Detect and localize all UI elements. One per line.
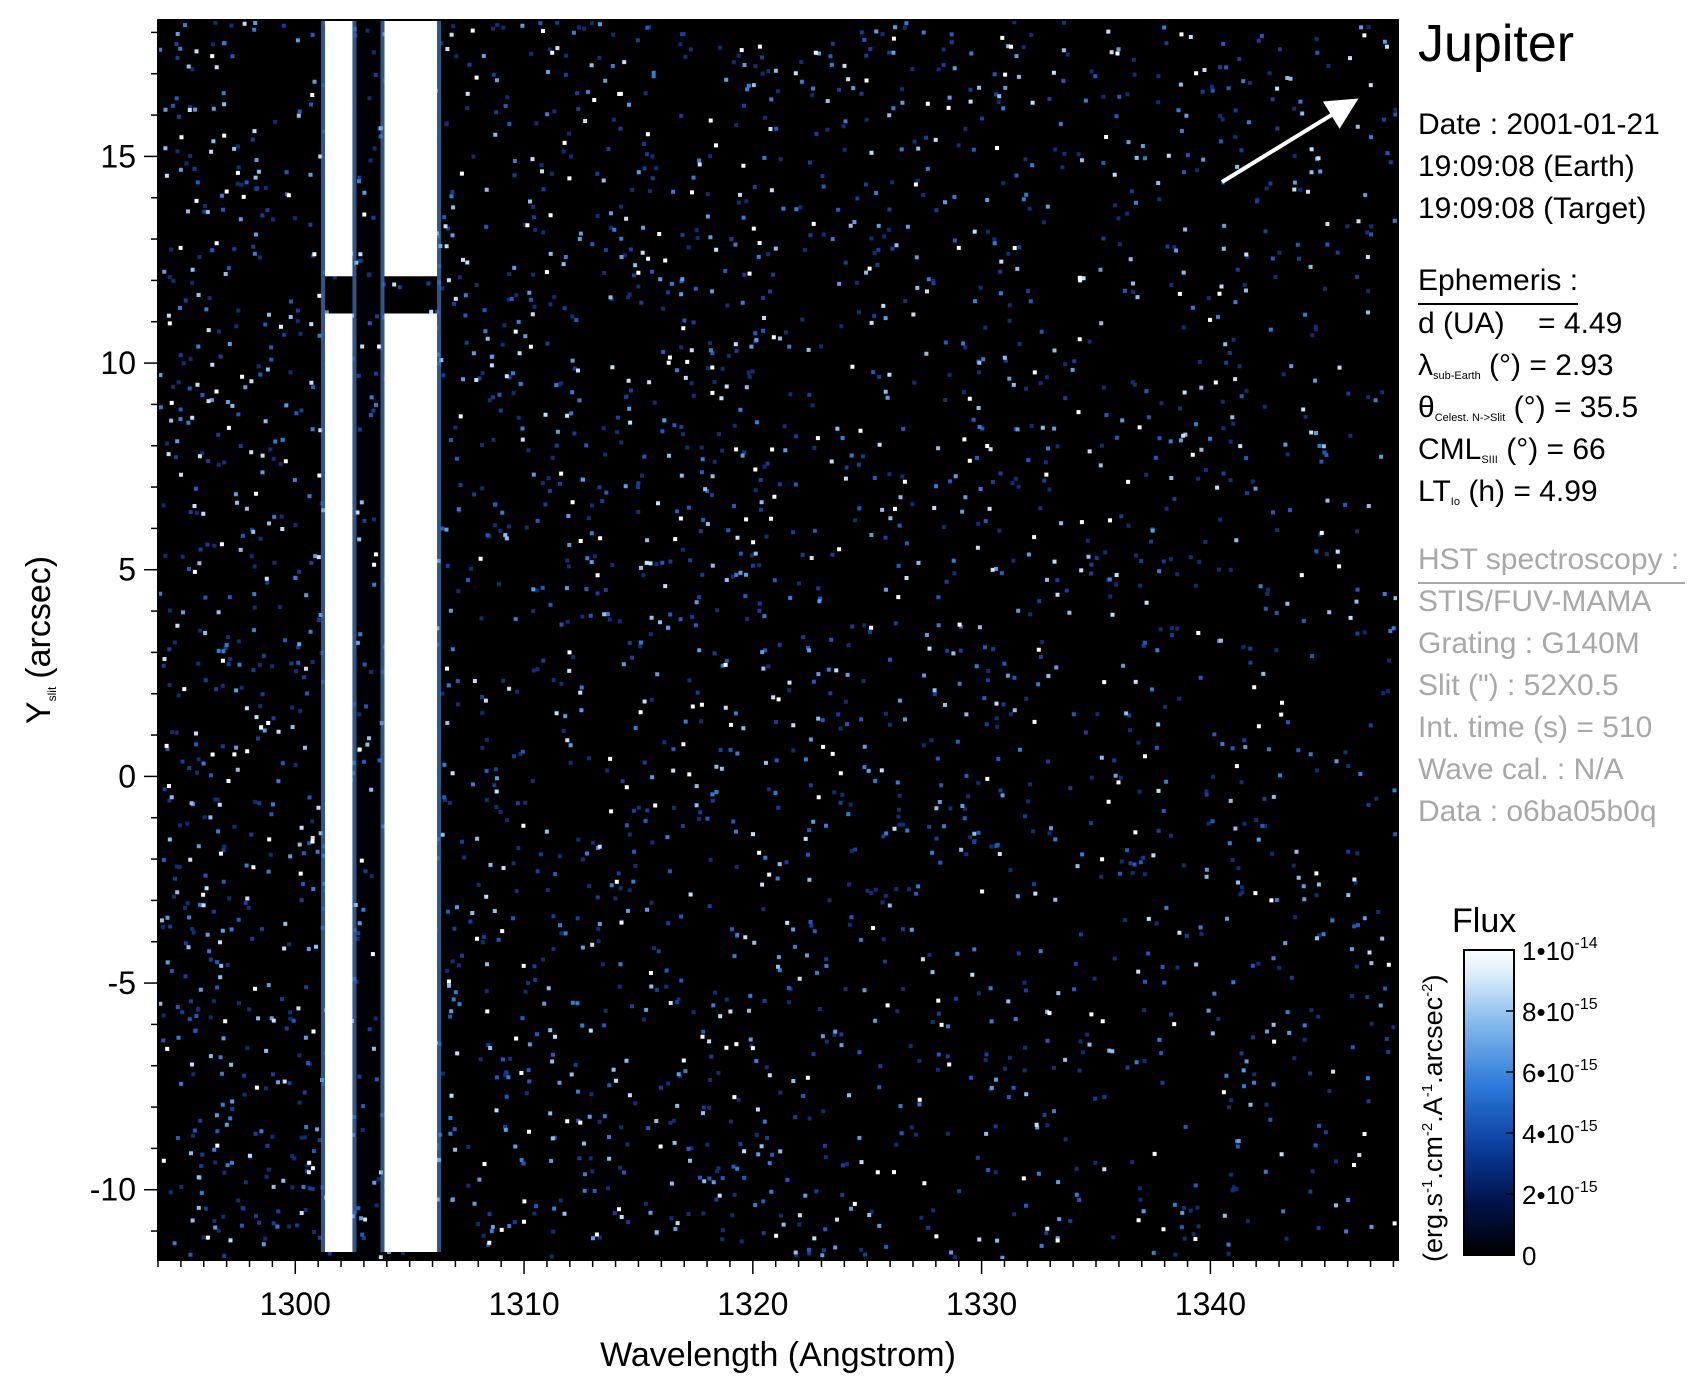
distance-row: d (UA) = 4.49	[1418, 303, 1622, 345]
plot-frame	[157, 19, 1399, 1261]
x-tick-label: 1330	[946, 1286, 1017, 1322]
emission-band-lower	[384, 313, 438, 1252]
cml-value: (°) = 66	[1506, 433, 1606, 466]
hst-heading: HST spectroscopy :	[1418, 539, 1686, 584]
y-axis-label-sub: slit	[45, 686, 59, 701]
integration-time: Int. time (s) = 510	[1418, 711, 1653, 744]
y-tick-label: 15	[100, 138, 136, 174]
target-name: Jupiter	[1418, 15, 1575, 73]
emission-band-upper	[384, 20, 438, 277]
lambda-sub: sub-Earth	[1433, 370, 1481, 382]
slit-angle-row: θCelest. N->Slit (°) = 35.5	[1418, 387, 1638, 439]
x-tick-label: 1300	[260, 1286, 331, 1322]
cml-row: CMLSIII (°) = 66	[1418, 429, 1606, 481]
colorbar-title: Flux	[1452, 902, 1517, 940]
wave-calibration: Wave cal. : N/A	[1418, 753, 1624, 786]
colorbar	[1463, 949, 1515, 1256]
distance-label: d (UA)	[1418, 307, 1505, 340]
y-tick-label: 5	[118, 552, 136, 588]
x-axis-label: Wavelength (Angstrom)	[600, 1336, 956, 1374]
ephemeris-heading: Ephemeris :	[1418, 260, 1579, 305]
lt-value: (h) = 4.99	[1468, 475, 1598, 508]
lambda-symbol: λ	[1418, 349, 1433, 382]
slit-size: Slit (") : 52X0.5	[1418, 669, 1619, 702]
colorbar-tick-label: 6•10-15	[1522, 1057, 1598, 1088]
dataset-id: Data : o6ba05b0q	[1418, 795, 1657, 828]
colorbar-unit: (erg.s-1.cm-2.A-1.arcsec-2)	[1418, 974, 1448, 1262]
theta-value: (°) = 35.5	[1513, 391, 1639, 424]
emission-bands	[321, 20, 442, 1252]
y-axis-label: Yslit (arcsec)	[20, 556, 59, 724]
plot-background	[158, 20, 1398, 1260]
cml-sub: SIII	[1481, 454, 1498, 466]
y-tick-label: 10	[100, 345, 136, 381]
svg-text:Yslit(arcsec): Yslit (arcsec)	[20, 556, 59, 724]
local-time-row: LTIo (h) = 4.99	[1418, 471, 1598, 523]
observation-time-earth: 19:09:08 (Earth)	[1418, 150, 1635, 183]
x-tick-label: 1310	[488, 1286, 559, 1322]
y-axis: -10 -5 0 5 10 15	[90, 31, 158, 1232]
sub-earth-latitude-row: λsub-Earth (°) = 2.93	[1418, 345, 1614, 397]
emission-band-lower	[325, 313, 353, 1252]
lt-label: LT	[1418, 475, 1451, 508]
x-tick-label: 1340	[1175, 1286, 1246, 1322]
y-tick-label: 0	[118, 758, 136, 794]
y-axis-label-unit: (arcsec)	[20, 556, 58, 679]
observation-time-target: 19:09:08 (Target)	[1418, 192, 1647, 225]
theta-symbol: θ	[1418, 391, 1435, 424]
colorbar-tick-label: 1•10-14	[1522, 935, 1598, 966]
colorbar-tick-label: 8•10-15	[1522, 996, 1598, 1027]
emission-band-upper	[325, 20, 353, 277]
y-tick-label: -10	[90, 1172, 136, 1208]
lambda-value: (°) = 2.93	[1489, 349, 1614, 382]
x-axis: 1300 1310 1320 1330 1340	[157, 1260, 1395, 1322]
colorbar-tick-label: 0	[1522, 1241, 1536, 1271]
y-axis-label-main: Y	[20, 701, 58, 724]
emission-band-edge	[380, 20, 385, 1252]
theta-sub: Celest. N->Slit	[1434, 412, 1506, 424]
y-tick-label: -5	[108, 965, 136, 1001]
observation-date: Date : 2001-01-21	[1418, 108, 1660, 141]
colorbar-tick-label: 4•10-15	[1522, 1118, 1598, 1149]
colorbar-ticks: 0 2•10-15 4•10-15 6•10-15 8•10-15 1•10-14	[1506, 935, 1598, 1271]
instrument: STIS/FUV-MAMA	[1418, 585, 1652, 618]
emission-band-edge	[437, 20, 442, 1252]
lt-sub: Io	[1450, 496, 1460, 508]
emission-band-edge	[352, 20, 357, 1252]
orientation-arrow	[1220, 98, 1359, 184]
colorbar-tick-label: 2•10-15	[1522, 1179, 1598, 1210]
emission-band-edge	[321, 20, 326, 1252]
distance-value: = 4.49	[1538, 307, 1623, 340]
grating: Grating : G140M	[1418, 627, 1640, 660]
cml-label: CML	[1418, 433, 1482, 466]
x-tick-label: 1320	[717, 1286, 788, 1322]
